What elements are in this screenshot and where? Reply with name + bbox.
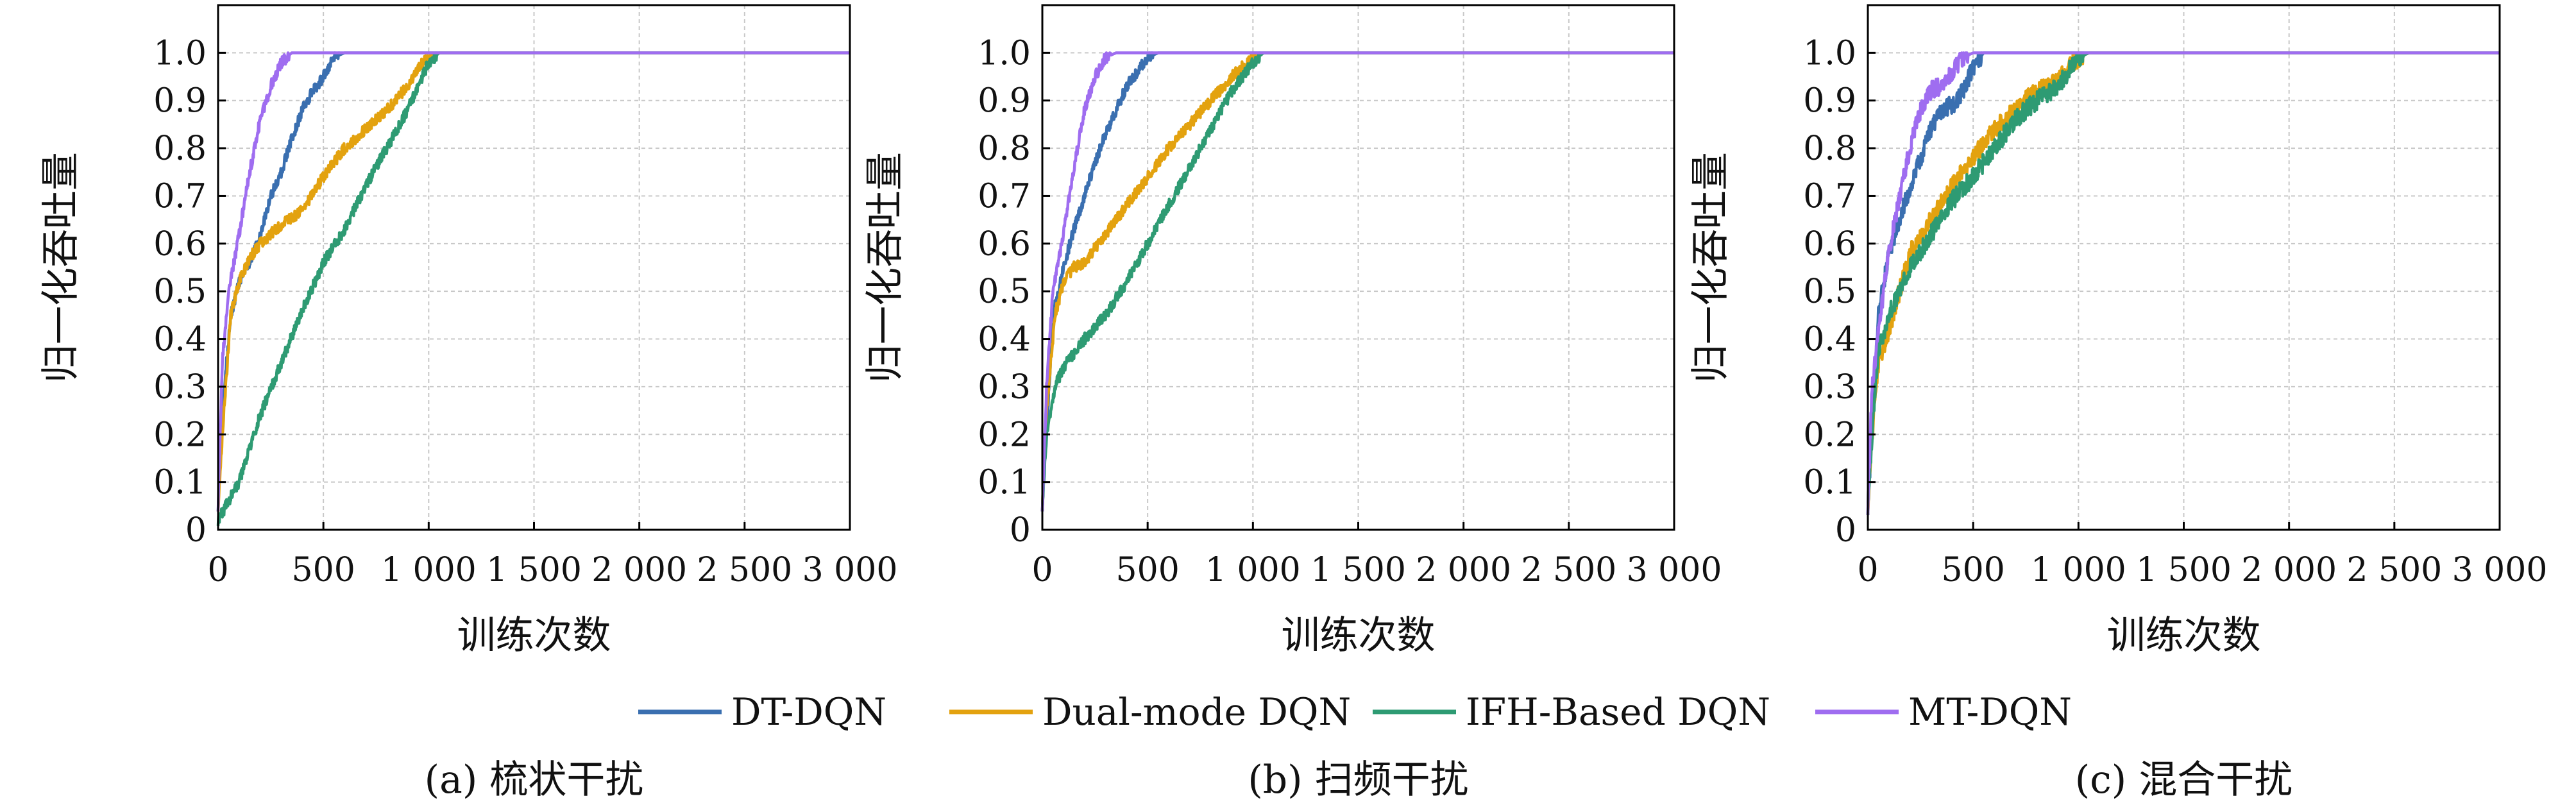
- x-tick-label: 0: [1857, 551, 1878, 589]
- x-tick-label: 500: [1942, 551, 2005, 589]
- y-tick-label: 0.8: [153, 130, 207, 168]
- series-line-mt-dqn: [1866, 51, 2501, 515]
- y-tick-label: 0: [1835, 511, 1856, 550]
- panel-caption: (b) 扫频干扰: [1248, 757, 1468, 802]
- x-tick-label: 1 500: [486, 551, 582, 589]
- series-line-mt-dqn: [216, 51, 851, 512]
- y-tick-label: 1.0: [1803, 34, 1856, 72]
- y-tick-label: 0.4: [978, 321, 1031, 359]
- x-tick-label: 3 000: [1627, 551, 1722, 589]
- legend-item: IFH-Based DQN: [1373, 690, 1770, 734]
- y-tick-label: 0.9: [153, 82, 207, 121]
- x-tick-label: 2 000: [1416, 551, 1511, 589]
- x-tick-label: 2 500: [697, 551, 792, 589]
- y-tick-label: 0.7: [153, 177, 207, 216]
- y-tick-label: 0.7: [1803, 177, 1856, 216]
- x-tick-label: 500: [292, 551, 355, 589]
- x-axis-label: 训练次数: [457, 613, 611, 658]
- x-tick-label: 1 500: [2136, 551, 2232, 589]
- x-tick-label: 2 000: [591, 551, 687, 589]
- y-tick-label: 0.7: [978, 177, 1031, 216]
- y-tick-label: 0.2: [1803, 416, 1856, 454]
- y-tick-label: 0.9: [978, 82, 1031, 121]
- y-axis-label: 归一化吞吐量: [1688, 152, 1733, 383]
- y-tick-label: 0.6: [153, 225, 207, 264]
- y-tick-label: 0.1: [1803, 464, 1856, 502]
- chart-panel-c: 0 500 1 000 1 500 2 000 2 500 3 000 0 0.1 0.2 0.3 0…: [1688, 4, 2548, 802]
- panel-caption: (c) 混合干扰: [2075, 757, 2293, 802]
- y-tick-label: 0.6: [1803, 225, 1856, 264]
- x-tick-label: 3 000: [2452, 551, 2548, 589]
- y-tick-label: 0.2: [153, 416, 207, 454]
- series-line-mt-dqn: [1040, 51, 1675, 512]
- chart-panel-a: 0 500 1 000 1 500 2 000 2 500 3 000 0 0.1 0.2 0.3 0…: [38, 4, 898, 802]
- y-tick-label: 0.2: [978, 416, 1031, 454]
- y-tick-label: 1.0: [153, 34, 207, 72]
- x-tick-label: 1 500: [1310, 551, 1406, 589]
- y-tick-label: 0.5: [1803, 273, 1856, 311]
- legend-item: DT-DQN: [638, 690, 886, 734]
- x-tick-label: 500: [1116, 551, 1180, 589]
- x-tick-label: 2 000: [2241, 551, 2337, 589]
- y-tick-label: 0.1: [153, 464, 207, 502]
- x-tick-label: 1 000: [2031, 551, 2126, 589]
- x-tick-label: 1 000: [1205, 551, 1301, 589]
- x-tick-label: 2 500: [1521, 551, 1616, 589]
- y-tick-label: 0.6: [978, 225, 1031, 264]
- legend-label: MT-DQN: [1908, 690, 2072, 734]
- legend-label: Dual-mode DQN: [1042, 690, 1351, 734]
- x-tick-label: 0: [207, 551, 228, 589]
- y-tick-label: 0.5: [153, 273, 207, 311]
- y-tick-label: 1.0: [978, 34, 1031, 72]
- chart-panel-b: 0 500 1 000 1 500 2 000 2 500 3 000 0 0.1 0.2 0.3 0…: [863, 4, 1722, 802]
- y-tick-label: 0.3: [153, 368, 207, 407]
- y-tick-label: 0: [185, 511, 207, 550]
- y-tick-label: 0.8: [978, 130, 1031, 168]
- y-tick-label: 0.8: [1803, 130, 1856, 168]
- legend-item: Dual-mode DQN: [949, 690, 1351, 734]
- y-tick-label: 0: [1010, 511, 1031, 550]
- y-tick-label: 0.4: [153, 321, 207, 359]
- x-tick-label: 3 000: [802, 551, 898, 589]
- y-axis-label: 归一化吞吐量: [38, 152, 83, 383]
- x-tick-label: 1 000: [381, 551, 477, 589]
- x-axis-label: 训练次数: [2107, 613, 2261, 658]
- legend-item: MT-DQN: [1815, 690, 2072, 734]
- y-tick-label: 0.9: [1803, 82, 1856, 121]
- y-tick-label: 0.4: [1803, 321, 1856, 359]
- legend-label: IFH-Based DQN: [1466, 690, 1770, 734]
- y-tick-label: 0.5: [978, 273, 1031, 311]
- legend: DT-DQN Dual-mode DQN IFH-Based DQN MT-DQ…: [638, 690, 2072, 734]
- y-axis-label: 归一化吞吐量: [863, 152, 908, 383]
- x-axis-label: 训练次数: [1282, 613, 1436, 658]
- y-tick-label: 0.3: [978, 368, 1031, 407]
- panel-caption: (a) 梳状干扰: [425, 757, 644, 802]
- x-tick-label: 0: [1031, 551, 1053, 589]
- y-tick-label: 0.3: [1803, 368, 1856, 407]
- x-tick-label: 2 500: [2346, 551, 2442, 589]
- legend-label: DT-DQN: [731, 690, 886, 734]
- y-tick-label: 0.1: [978, 464, 1031, 502]
